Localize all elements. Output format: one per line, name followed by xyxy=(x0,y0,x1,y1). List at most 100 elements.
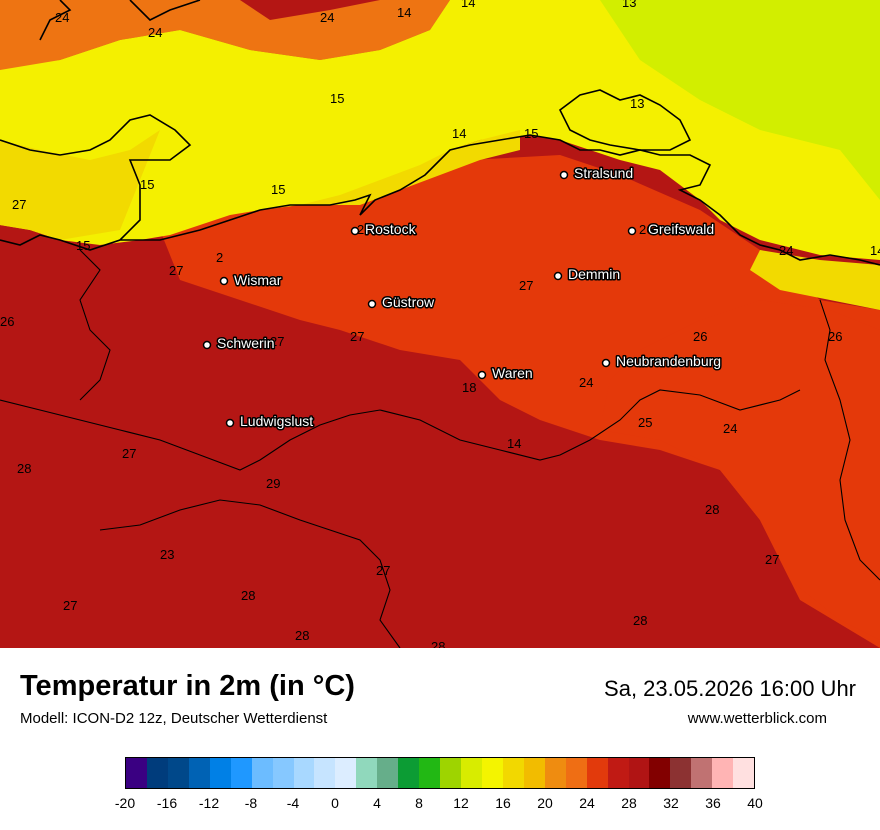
legend-tick-label: 32 xyxy=(663,795,679,811)
city-waren[interactable]: Waren xyxy=(477,364,534,383)
legend-tick-label: -20 xyxy=(114,795,136,811)
iso-label: 15 xyxy=(140,177,154,192)
iso-label: 24 xyxy=(779,243,793,258)
color-legend xyxy=(125,757,755,789)
iso-label: 28 xyxy=(17,461,31,476)
iso-label: 13 xyxy=(630,96,644,111)
legend-swatch xyxy=(419,758,441,788)
city-wismar[interactable]: Wismar xyxy=(219,271,283,290)
legend-swatch xyxy=(251,758,273,788)
legend-swatch xyxy=(670,758,692,788)
iso-label: 27 xyxy=(270,334,284,349)
city-dot xyxy=(225,418,235,428)
city-dot xyxy=(559,170,569,180)
legend-swatch xyxy=(544,758,566,788)
iso-label: 26 xyxy=(357,222,371,237)
legend-swatch xyxy=(712,758,734,788)
city-dot xyxy=(367,299,377,309)
legend-tick-label: 12 xyxy=(453,795,469,811)
legend-tick-label: 28 xyxy=(621,795,637,811)
city-schwerin[interactable]: Schwerin xyxy=(202,334,276,353)
iso-label: 26 xyxy=(828,329,842,344)
city-ludwigslust[interactable]: Ludwigslust xyxy=(225,412,315,431)
legend-tick-label: 36 xyxy=(705,795,721,811)
legend-tick-label: -16 xyxy=(156,795,178,811)
iso-label: 26 xyxy=(0,314,14,329)
sea-area-inner xyxy=(0,130,160,240)
iso-label: 15 xyxy=(524,126,538,141)
iso-label: 27 xyxy=(350,329,364,344)
temperature-map[interactable]: 24 24 24 14 14 13 15 13 14 15 15 15 27 1… xyxy=(0,0,880,648)
legend-tick-label: 4 xyxy=(373,795,381,811)
legend-swatch xyxy=(649,758,671,788)
iso-label: 14 xyxy=(461,0,475,10)
land-mid-area-northwest xyxy=(0,0,450,70)
city-label: Güstrow xyxy=(382,294,435,310)
coastline xyxy=(0,114,880,266)
land-warm-area-east xyxy=(600,300,880,640)
city-label: Greifswald xyxy=(648,221,714,237)
sea-area-coastal xyxy=(300,130,520,205)
iso-label: 29 xyxy=(266,476,280,491)
city-rostock[interactable]: Rostock xyxy=(350,220,418,239)
iso-label: 24 xyxy=(148,25,162,40)
city-guestrow[interactable]: Güstrow xyxy=(367,293,437,312)
model-info: Modell: ICON-D2 12z, Deutscher Wetterdie… xyxy=(20,710,328,727)
city-dot xyxy=(601,358,611,368)
land-warm-area xyxy=(160,155,880,648)
legend-tick-label: 16 xyxy=(495,795,511,811)
iso-label: 27 xyxy=(519,278,533,293)
coastline-islands xyxy=(39,0,692,151)
legend-swatch xyxy=(523,758,545,788)
city-stralsund[interactable]: Stralsund xyxy=(559,164,635,183)
isotherm-labels: 24 24 24 14 14 13 15 13 14 15 15 15 27 1… xyxy=(0,0,880,648)
iso-label: 27 xyxy=(122,446,136,461)
city-greifswald[interactable]: Greifswald xyxy=(627,220,716,239)
legend-tick-label: -12 xyxy=(198,795,220,811)
city-demmin[interactable]: Demmin xyxy=(553,265,622,284)
legend-swatch xyxy=(209,758,231,788)
iso-label: 13 xyxy=(622,0,636,10)
iso-label: 15 xyxy=(330,91,344,106)
iso-label: 15 xyxy=(76,238,90,253)
website-link[interactable]: www.wetterblick.com xyxy=(687,710,827,727)
border-lines xyxy=(0,249,880,648)
iso-label: 24 xyxy=(723,421,737,436)
iso-label: 24 xyxy=(579,375,593,390)
city-markers: Stralsund Rostock Greifswald Wismar Demm… xyxy=(202,164,723,431)
forecast-datetime: Sa, 23.05.2026 16:00 Uhr xyxy=(604,676,856,701)
iso-label: 27 xyxy=(765,552,779,567)
legend-swatch xyxy=(377,758,399,788)
iso-label: 28 xyxy=(705,502,719,517)
city-label: Neubrandenburg xyxy=(616,353,721,369)
legend-swatch xyxy=(502,758,524,788)
iso-label: 28 xyxy=(431,639,445,648)
legend-tick-label: 40 xyxy=(747,795,763,811)
legend-swatch xyxy=(146,758,168,788)
iso-label: 15 xyxy=(271,182,285,197)
iso-label: 26 xyxy=(693,329,707,344)
legend-swatch xyxy=(481,758,503,788)
legend-swatch xyxy=(628,758,650,788)
iso-label: 27 xyxy=(63,598,77,613)
iso-label: 26 xyxy=(639,222,653,237)
iso-label: 2 xyxy=(216,250,223,265)
legend-tick-label: 8 xyxy=(415,795,423,811)
city-dot xyxy=(477,370,487,380)
city-dot xyxy=(219,276,229,286)
iso-label: 28 xyxy=(633,613,647,628)
iso-label: 24 xyxy=(55,10,69,25)
legend-swatch xyxy=(461,758,482,788)
iso-label: 28 xyxy=(295,628,309,643)
iso-label: 28 xyxy=(241,588,255,603)
legend-tick-label: -8 xyxy=(244,795,258,811)
city-neubrandenburg[interactable]: Neubrandenburg xyxy=(601,352,723,371)
legend-swatch xyxy=(335,758,357,788)
color-legend-ticks: -20 -16 -12 -8 -4 0 4 8 12 16 20 24 28 32 36 40 xyxy=(115,795,763,815)
city-label: Wismar xyxy=(234,272,282,288)
legend-swatch xyxy=(691,758,713,788)
legend-swatch xyxy=(733,758,755,788)
iso-label: 27 xyxy=(12,197,26,212)
sea-area-cool xyxy=(600,0,880,200)
city-dot xyxy=(350,226,360,236)
